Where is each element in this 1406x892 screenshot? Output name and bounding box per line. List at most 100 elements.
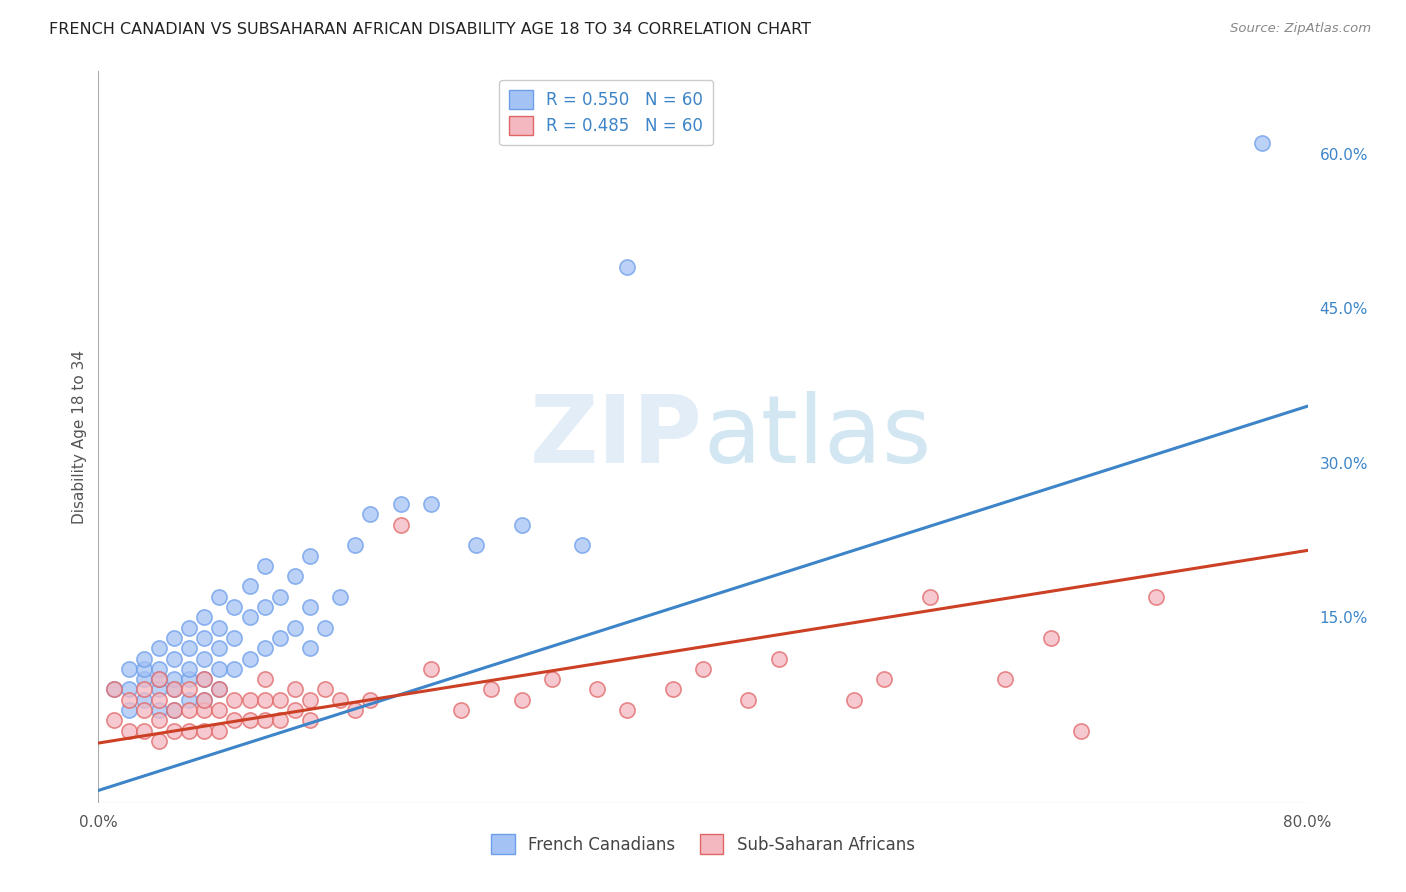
Point	[163, 703, 186, 717]
Text: FRENCH CANADIAN VS SUBSAHARAN AFRICAN DISABILITY AGE 18 TO 34 CORRELATION CHART: FRENCH CANADIAN VS SUBSAHARAN AFRICAN DI…	[49, 22, 811, 37]
Point	[193, 693, 215, 707]
Point	[239, 610, 262, 624]
Point	[224, 662, 246, 676]
Point	[163, 631, 186, 645]
Point	[208, 662, 231, 676]
Point	[193, 703, 215, 717]
Point	[132, 723, 155, 738]
Point	[239, 693, 262, 707]
Point	[253, 693, 276, 707]
Point	[132, 662, 155, 676]
Point	[224, 600, 246, 615]
Point	[118, 662, 141, 676]
Point	[510, 517, 533, 532]
Point	[224, 714, 246, 728]
Point	[132, 693, 155, 707]
Point	[284, 682, 307, 697]
Point	[299, 641, 322, 656]
Point	[148, 662, 170, 676]
Point	[208, 682, 231, 697]
Point	[299, 714, 322, 728]
Point	[103, 714, 125, 728]
Point	[692, 662, 714, 676]
Point	[193, 631, 215, 645]
Point	[193, 672, 215, 686]
Point	[918, 590, 941, 604]
Point	[148, 672, 170, 686]
Point	[103, 682, 125, 697]
Point	[163, 672, 186, 686]
Point	[148, 672, 170, 686]
Point	[420, 662, 443, 676]
Point	[389, 517, 412, 532]
Point	[148, 682, 170, 697]
Point	[163, 703, 186, 717]
Point	[344, 703, 367, 717]
Point	[284, 569, 307, 583]
Point	[873, 672, 896, 686]
Point	[253, 600, 276, 615]
Point	[208, 682, 231, 697]
Point	[661, 682, 683, 697]
Point	[344, 538, 367, 552]
Point	[118, 693, 141, 707]
Point	[253, 558, 276, 573]
Text: atlas: atlas	[703, 391, 931, 483]
Point	[329, 590, 352, 604]
Point	[179, 693, 201, 707]
Point	[208, 590, 231, 604]
Point	[1251, 136, 1274, 151]
Point	[179, 621, 201, 635]
Point	[193, 672, 215, 686]
Point	[193, 693, 215, 707]
Point	[269, 693, 291, 707]
Point	[239, 651, 262, 665]
Point	[465, 538, 488, 552]
Point	[179, 672, 201, 686]
Point	[571, 538, 593, 552]
Point	[224, 631, 246, 645]
Point	[284, 621, 307, 635]
Point	[193, 723, 215, 738]
Point	[179, 723, 201, 738]
Point	[179, 682, 201, 697]
Point	[224, 693, 246, 707]
Point	[360, 508, 382, 522]
Point	[239, 714, 262, 728]
Point	[284, 703, 307, 717]
Legend: French Canadians, Sub-Saharan Africans: French Canadians, Sub-Saharan Africans	[485, 828, 921, 860]
Point	[118, 703, 141, 717]
Point	[132, 703, 155, 717]
Point	[768, 651, 790, 665]
Point	[253, 672, 276, 686]
Point	[269, 631, 291, 645]
Point	[118, 723, 141, 738]
Point	[148, 641, 170, 656]
Point	[193, 651, 215, 665]
Point	[179, 662, 201, 676]
Point	[450, 703, 472, 717]
Point	[1039, 631, 1062, 645]
Point	[314, 682, 336, 697]
Point	[163, 682, 186, 697]
Point	[132, 672, 155, 686]
Point	[586, 682, 609, 697]
Point	[118, 682, 141, 697]
Point	[239, 579, 262, 593]
Point	[253, 641, 276, 656]
Text: ZIP: ZIP	[530, 391, 703, 483]
Point	[299, 549, 322, 563]
Point	[148, 714, 170, 728]
Point	[208, 723, 231, 738]
Point	[163, 723, 186, 738]
Point	[103, 682, 125, 697]
Point	[148, 693, 170, 707]
Point	[389, 497, 412, 511]
Point	[994, 672, 1017, 686]
Point	[420, 497, 443, 511]
Point	[540, 672, 562, 686]
Point	[208, 703, 231, 717]
Point	[163, 651, 186, 665]
Point	[208, 621, 231, 635]
Point	[844, 693, 866, 707]
